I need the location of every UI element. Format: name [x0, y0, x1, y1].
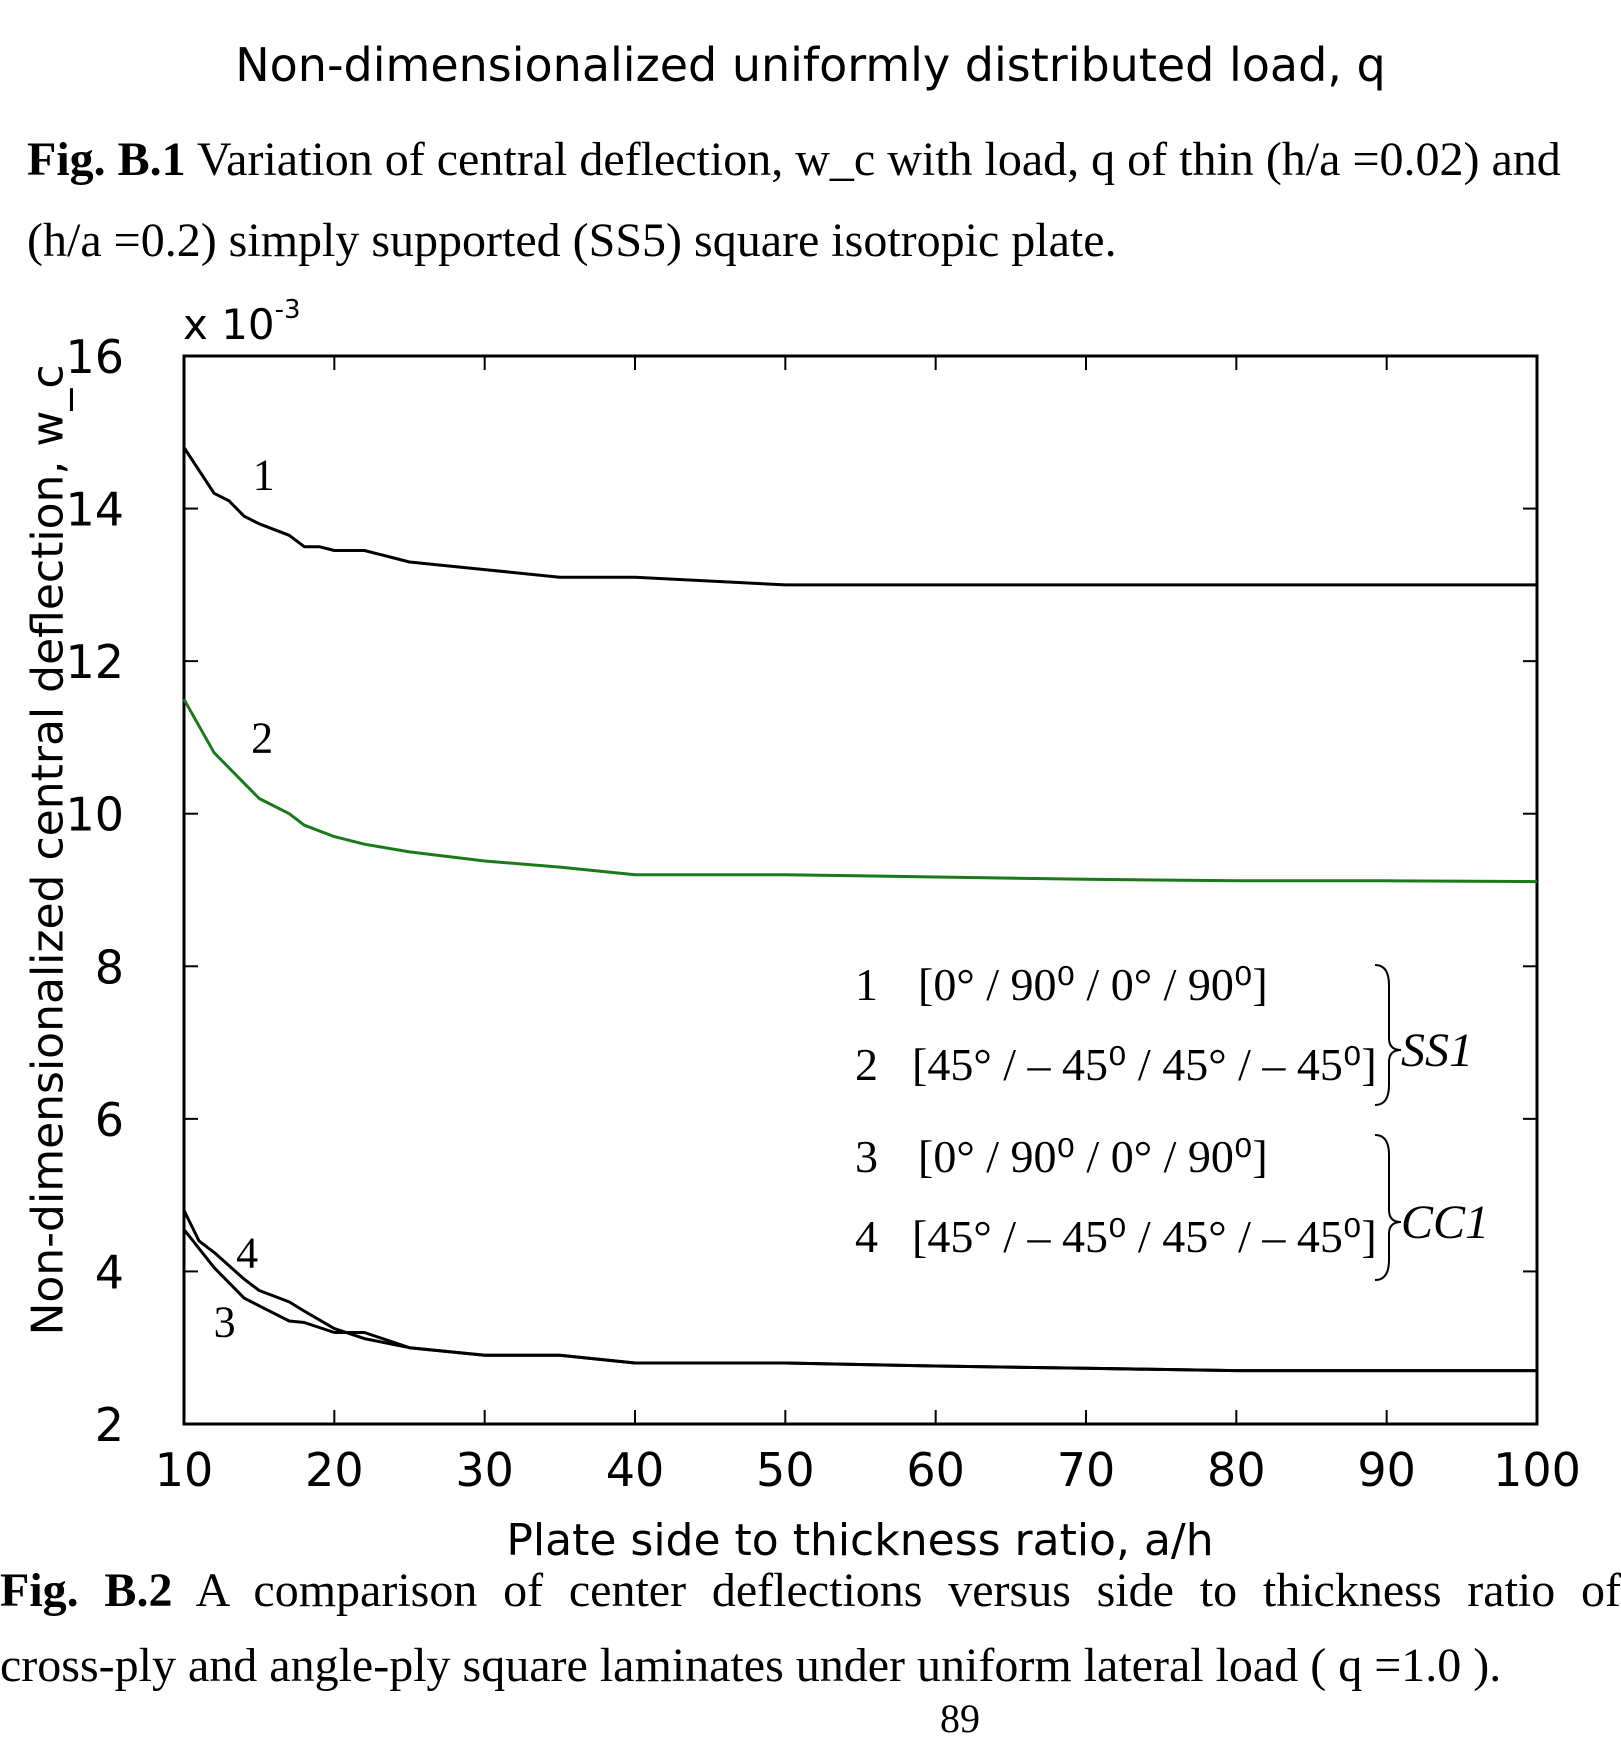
top-axis-label: Non-dimensionalized uniformly distribute… [235, 38, 1386, 92]
x-tick-label: 30 [455, 1443, 514, 1497]
y-tick-label: 16 [65, 330, 124, 384]
figure-b2-caption-line1: Fig. B.2 A comparison of center deflecti… [0, 1563, 1621, 1618]
x-tick-label: 90 [1357, 1443, 1416, 1497]
figure-b1-caption-line2: (h/a =0.2) simply supported (SS5) square… [27, 214, 1117, 267]
series-line-1 [182, 446, 1537, 587]
legend-entry-layup: [45° / – 45⁰ / 45° / – 45⁰] [912, 1211, 1377, 1262]
y-axis-label: Non-dimensionalized central deflection, … [22, 364, 74, 1336]
curve-label-4: 4 [236, 1229, 258, 1278]
legend-entry-number: 3 [855, 1131, 878, 1182]
y-tick-label: 6 [95, 1093, 124, 1147]
legend-entry-number: 4 [855, 1211, 878, 1262]
y-tick-label: 14 [65, 483, 124, 537]
x-axis-label: Plate side to thickness ratio, a/h [506, 1515, 1214, 1566]
y-tick-label: 4 [95, 1245, 124, 1299]
x-tick-label: 10 [155, 1443, 214, 1497]
y-tick-label: 2 [95, 1398, 124, 1452]
y-exponent-base: x 10 [183, 300, 275, 349]
y-tick-label: 8 [95, 940, 124, 994]
page-number: 89 [940, 1696, 980, 1741]
figure-b2-caption-text: A comparison of center deflections versu… [195, 1564, 1621, 1617]
legend-entry-layup: [0° / 90⁰ / 0° / 90⁰] [918, 1131, 1268, 1182]
x-tick-label: 70 [1057, 1443, 1116, 1497]
legend-entry-number: 1 [855, 959, 878, 1010]
x-tick-label: 40 [606, 1443, 665, 1497]
legend-group-label: CC1 [1401, 1196, 1489, 1249]
y-exponent-power: -3 [274, 295, 301, 325]
curve-label-3: 3 [214, 1297, 236, 1346]
series-line-4 [182, 1209, 1537, 1373]
legend-entry-layup: [45° / – 45⁰ / 45° / – 45⁰] [912, 1039, 1377, 1090]
x-tick-label: 80 [1207, 1443, 1266, 1497]
figure-b1-label: Fig. B.1 [27, 133, 186, 186]
legend-entry-number: 2 [855, 1039, 878, 1090]
legend-group-brace [1374, 964, 1402, 1106]
y-tick-label: 10 [65, 788, 124, 842]
x-tick-label: 60 [906, 1443, 965, 1497]
legend-entry-layup: [0° / 90⁰ / 0° / 90⁰] [918, 959, 1268, 1010]
y-tick-label: 12 [65, 635, 124, 689]
x-tick-label: 20 [305, 1443, 364, 1497]
legend-group-label: SS1 [1401, 1024, 1473, 1077]
legend-group-brace [1374, 1134, 1402, 1281]
curve-label-1: 1 [253, 451, 275, 500]
figure-b1-caption-text: Variation of central deflection, w_c wit… [196, 133, 1561, 186]
curve-label-2: 2 [251, 714, 273, 763]
x-tick-label: 100 [1493, 1443, 1581, 1497]
series-line-2 [182, 698, 1538, 884]
figure-b1-caption-line1: Fig. B.1 Variation of central deflection… [27, 132, 1561, 187]
figure-b2-caption-line2: cross-ply and angle-ply square laminates… [0, 1639, 1502, 1692]
figure-b2-label: Fig. B.2 [0, 1564, 173, 1617]
y-axis-exponent: x 10-3 [183, 295, 301, 349]
x-tick-label: 50 [756, 1443, 815, 1497]
plot-frame [182, 354, 1539, 1426]
